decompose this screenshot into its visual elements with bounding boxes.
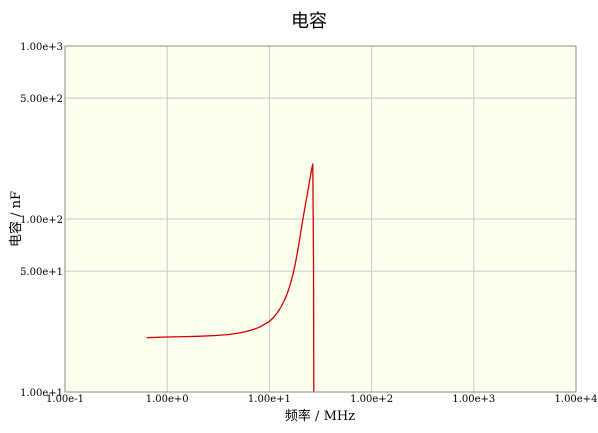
x-tick-label: 1.00e+1 (248, 394, 291, 405)
x-tick-label: 1.00e-1 (46, 394, 84, 405)
x-axis-label: 频率 / MHz (285, 408, 355, 424)
x-tick-label: 1.00e+4 (555, 394, 598, 405)
y-axis-label: 电容 / nF (8, 191, 24, 247)
y-tick-label: 5.00e+1 (20, 267, 63, 278)
y-tick-labels: 1.00e+1 5.00e+1 1.00e+2 5.00e+2 1.00e+3 (20, 42, 63, 399)
y-tick-label: 1.00e+1 (20, 388, 63, 399)
y-tick-label: 5.00e+2 (20, 94, 63, 105)
series-line (146, 163, 315, 393)
x-tick-label: 1.00e+3 (452, 394, 495, 405)
y-tick-label: 1.00e+2 (20, 215, 63, 226)
grid-lines (65, 46, 576, 392)
y-tick-label: 1.00e+3 (20, 42, 63, 53)
x-tick-label: 1.00e+2 (350, 394, 393, 405)
chart-title: 电容 (291, 11, 327, 32)
x-tick-label: 1.00e+0 (146, 394, 189, 405)
plot-frame (64, 45, 577, 393)
series-layer (146, 163, 315, 393)
x-tick-labels: 1.00e-1 1.00e+0 1.00e+1 1.00e+2 1.00e+3 1.00e… (46, 394, 597, 405)
